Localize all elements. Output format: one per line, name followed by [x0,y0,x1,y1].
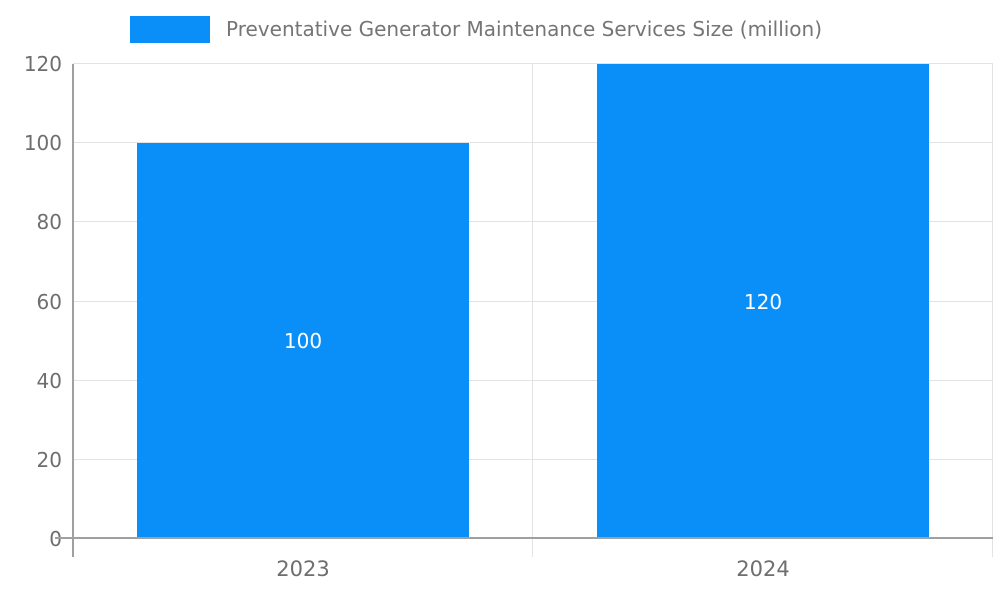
y-tick-label: 40 [36,368,62,393]
x-axis-labels: 2023 2024 [73,557,993,588]
gridline-horizontal [73,379,993,381]
y-tick-label: 120 [23,52,62,76]
gridline-horizontal [73,63,993,64]
y-tick-label: 60 [36,289,62,314]
gridline-horizontal [73,458,993,460]
bar-2024[interactable]: 120 [597,64,929,539]
x-axis-line [55,537,993,539]
gridline-vertical [992,64,993,557]
gridline-horizontal [73,142,993,144]
gridline-vertical [532,64,533,557]
gridline-horizontal [73,221,993,223]
plot-area: 100 120 [73,63,993,557]
bar-value-label: 100 [283,329,323,354]
legend-label: Preventative Generator Maintenance Servi… [226,17,823,41]
bar-2023[interactable]: 100 [137,143,469,539]
bar-value-label: 120 [743,289,783,314]
gridline-horizontal [73,300,993,302]
y-tick-label: 80 [36,210,62,235]
x-tick-label: 2024 [736,557,790,581]
y-axis-labels: 0 20 40 60 80 100 120 [0,54,62,549]
legend-swatch [130,16,210,43]
x-tick-label: 2023 [276,557,330,581]
y-tick-label: 0 [49,527,62,551]
y-tick-label: 20 [36,447,62,472]
y-tick-label: 100 [23,131,62,156]
y-axis-line [72,64,74,557]
chart-legend[interactable]: Preventative Generator Maintenance Servi… [130,16,822,43]
